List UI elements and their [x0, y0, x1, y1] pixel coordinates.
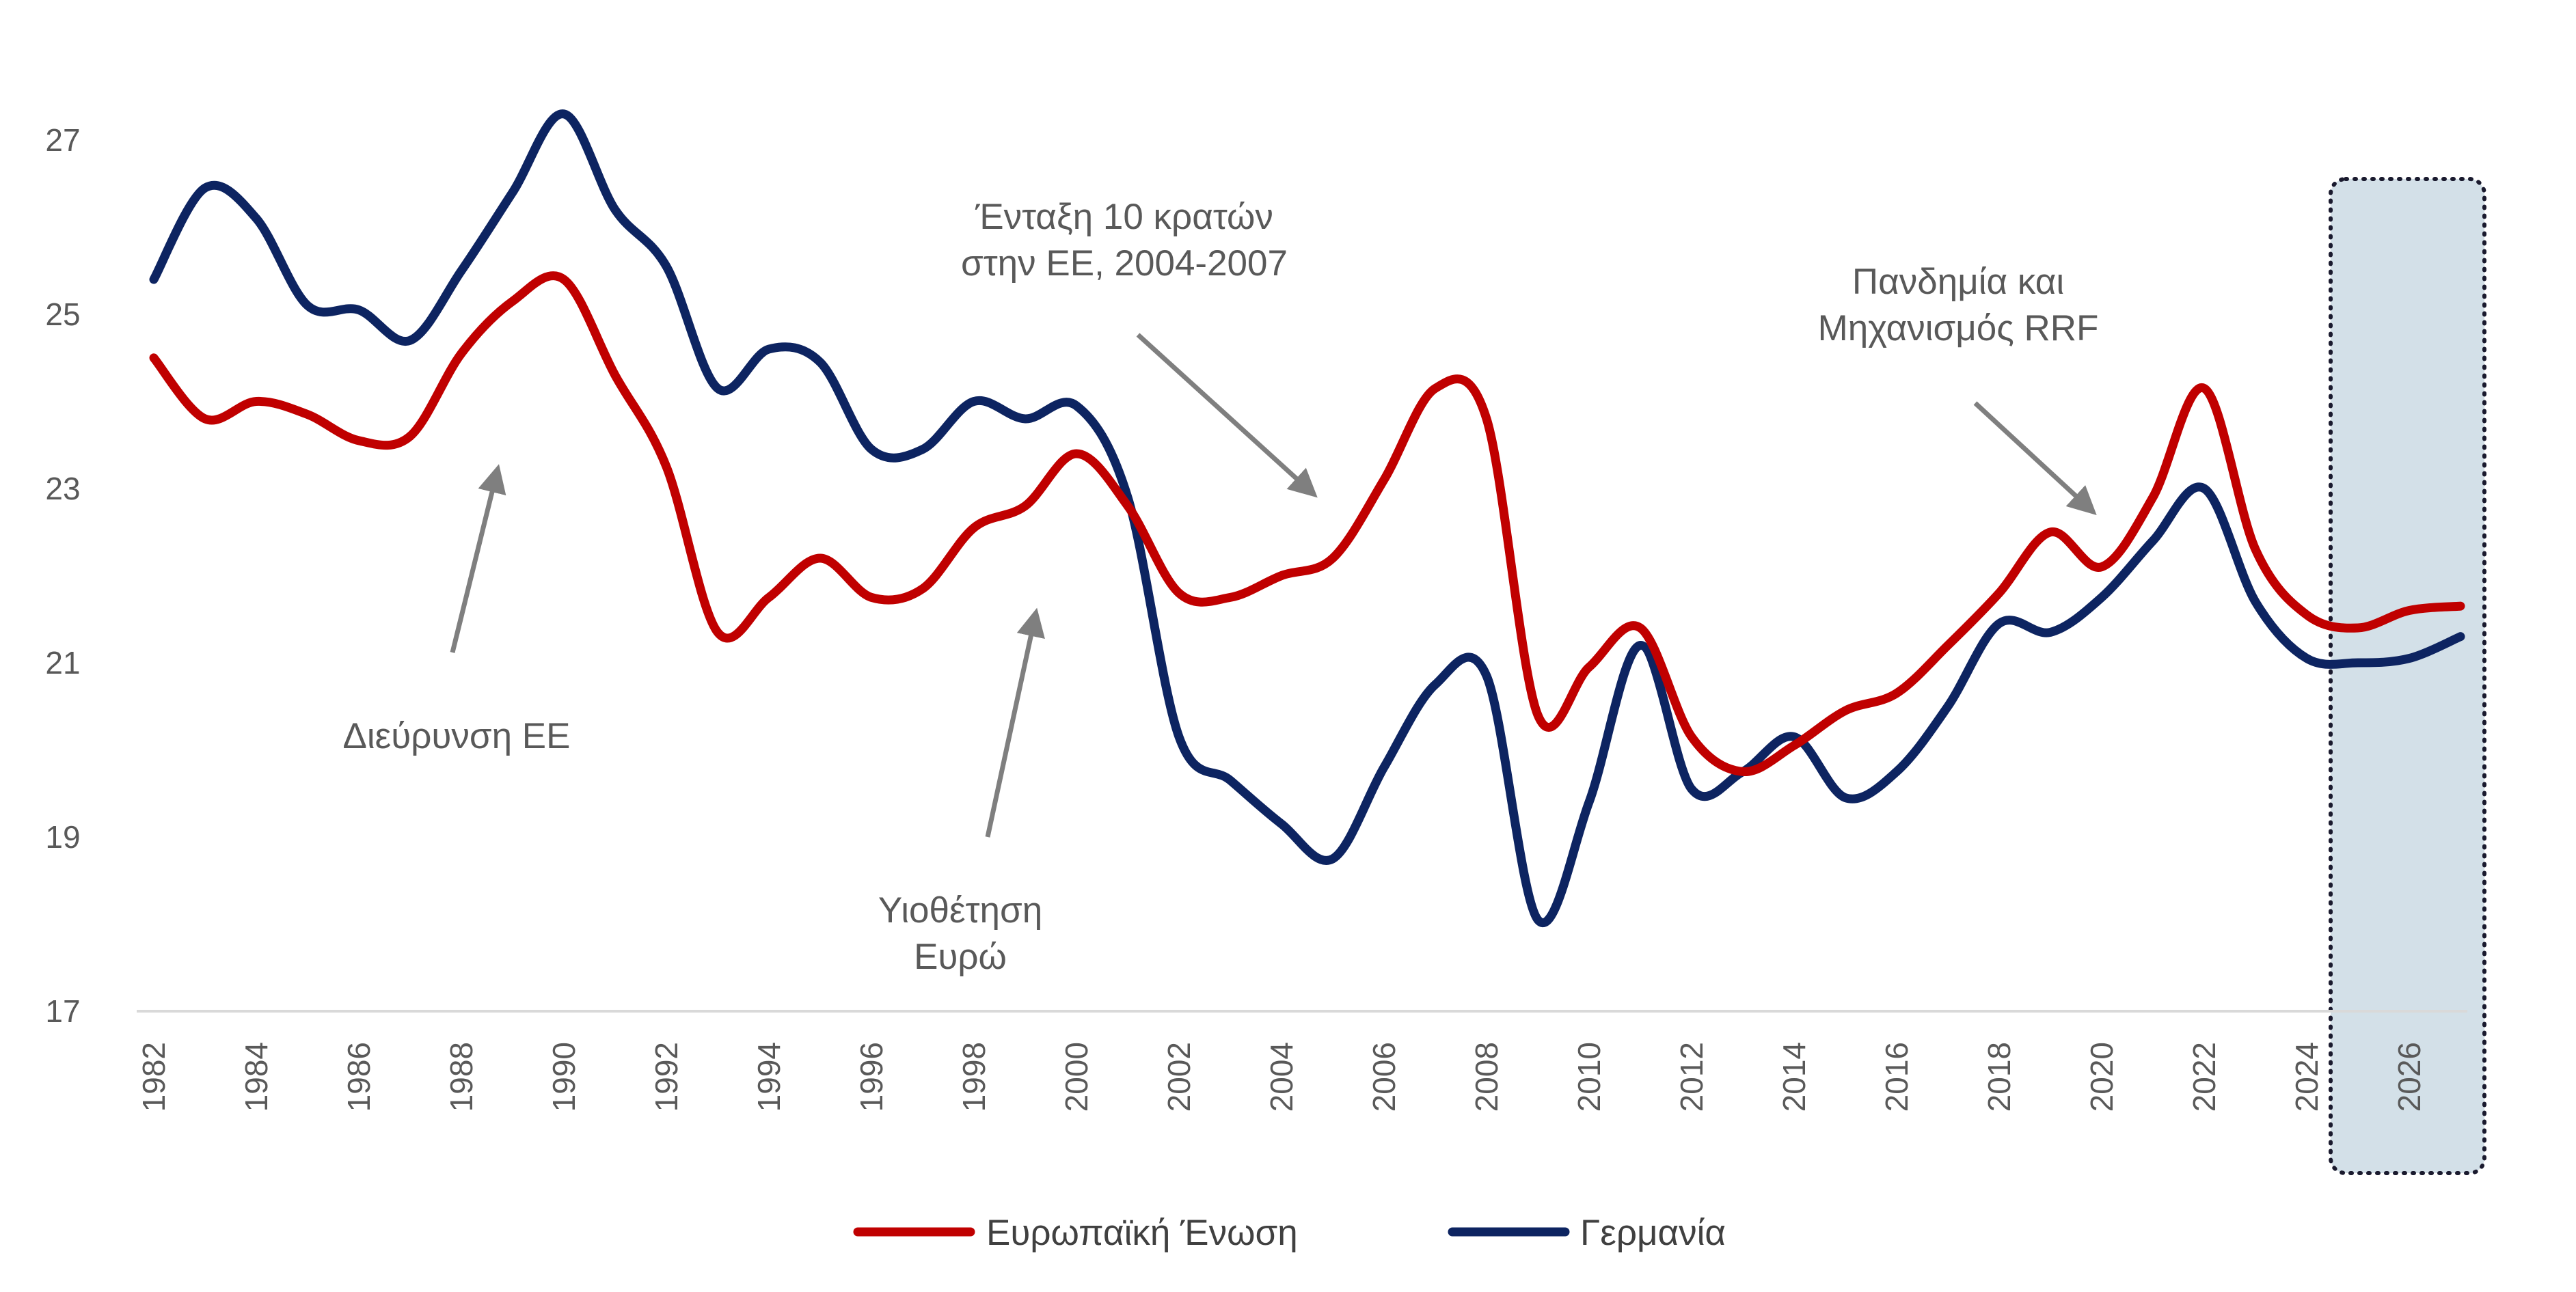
legend-label: Ευρωπαϊκή Ένωση	[986, 1213, 1298, 1253]
x-tick-label: 2020	[2084, 1042, 2119, 1112]
x-tick-label: 2026	[2391, 1042, 2427, 1112]
x-tick-label: 2008	[1469, 1042, 1504, 1112]
x-tick-label: 1984	[239, 1042, 274, 1112]
x-tick-label: 1998	[956, 1042, 992, 1112]
x-tick-label: 2002	[1161, 1042, 1197, 1112]
y-tick-label: 21	[45, 645, 80, 681]
x-tick-label: 2004	[1264, 1042, 1299, 1112]
forecast-region	[2329, 177, 2486, 1175]
x-tick-label: 1988	[444, 1042, 479, 1112]
x-tick-label: 2018	[1981, 1042, 2017, 1112]
legend-item: Γερμανία	[1448, 1213, 1726, 1253]
annotation-arrow	[1136, 333, 1318, 498]
x-tick-label: 1986	[341, 1042, 377, 1112]
x-tick-label: 1996	[854, 1042, 889, 1112]
annotation-label: Πανδημία και Μηχανισμός RRF	[1818, 262, 2099, 348]
x-tick-label: 2016	[1879, 1042, 1914, 1112]
annotation-label: Διεύρυνση ΕΕ	[342, 716, 570, 756]
x-tick-label: 2022	[2186, 1042, 2222, 1112]
x-tick-label: 1994	[751, 1042, 787, 1112]
annotation-arrow	[450, 464, 506, 653]
series-line-germany	[149, 109, 2465, 927]
y-tick-label: 23	[45, 471, 80, 506]
x-tick-label: 2014	[1776, 1042, 1812, 1112]
legend-label: Γερμανία	[1580, 1213, 1726, 1253]
x-tick-label: 1992	[649, 1042, 684, 1112]
annotation-arrow	[1973, 401, 2097, 515]
x-tick-label: 2006	[1366, 1042, 1402, 1112]
annotation-label: Ένταξη 10 κρατών στην ΕΕ, 2004-2007	[961, 197, 1288, 284]
x-tick-label: 2012	[1674, 1042, 1709, 1112]
y-tick-label: 19	[45, 819, 80, 855]
x-tick-label: 2024	[2289, 1042, 2324, 1112]
y-tick-label: 25	[45, 297, 80, 332]
y-tick-label: 17	[45, 993, 80, 1029]
annotation-label: Υιοθέτηση Ευρώ	[878, 890, 1042, 977]
annotation-arrow	[985, 607, 1045, 838]
legend-item: Ευρωπαϊκή Ένωση	[853, 1213, 1298, 1253]
y-tick-label: 27	[45, 122, 80, 158]
x-tick-label: 2000	[1059, 1042, 1094, 1112]
x-tick-label: 1982	[136, 1042, 172, 1112]
x-tick-label: 2010	[1571, 1042, 1607, 1112]
x-tick-label: 1990	[546, 1042, 582, 1112]
series-line-eu	[149, 271, 2465, 776]
